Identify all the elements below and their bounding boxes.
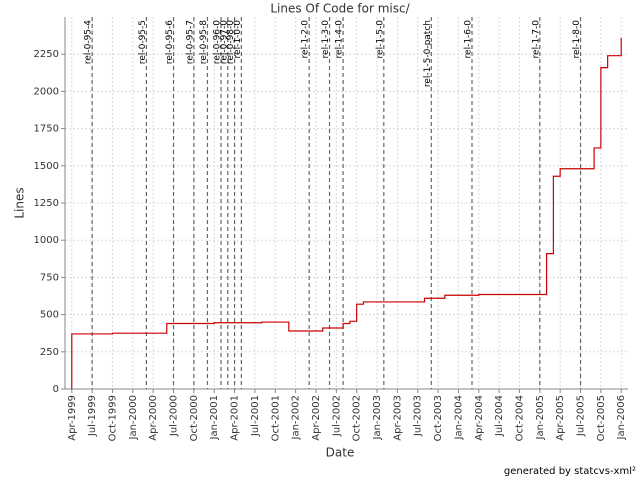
x-axis-label: Date <box>326 446 355 460</box>
release-label: rel-1-5-0 <box>375 20 385 59</box>
x-tick-label: Jan-2005 <box>535 395 546 440</box>
x-tick-label: Jan-2003 <box>372 395 383 440</box>
x-tick-label: Oct-2005 <box>596 395 607 441</box>
x-tick-label: Oct-2000 <box>189 395 200 441</box>
step-line <box>71 37 622 389</box>
x-tick-label: Jul-1999 <box>87 395 98 437</box>
release-label: rel-1-6-0 <box>463 20 473 59</box>
y-axis-label: Lines <box>13 187 27 218</box>
x-tick-label: Jan-2002 <box>291 395 302 440</box>
y-tick-label: 1500 <box>34 161 59 172</box>
x-tick-label: Apr-1999 <box>67 395 78 441</box>
y-tick-label: 0 <box>53 384 59 395</box>
release-label: rel-0-95-6 <box>165 20 175 64</box>
y-tick-label: 500 <box>40 310 59 321</box>
x-tick-label: Apr-2001 <box>230 395 241 441</box>
x-tick-label: Jul-2001 <box>250 395 261 437</box>
y-tick-label: 1250 <box>34 198 59 209</box>
chart-title: Lines Of Code for misc/ <box>270 2 410 16</box>
release-label: rel-0-95-8 <box>199 20 209 64</box>
x-tick-label: Oct-2002 <box>352 395 363 441</box>
x-tick-label: Jan-2006 <box>616 395 627 440</box>
x-tick-label: Jul-2005 <box>576 395 587 437</box>
x-tick-label: Oct-2001 <box>270 395 281 441</box>
x-tick-label: Apr-2000 <box>148 395 159 441</box>
x-tick-label: Jan-2000 <box>128 395 139 440</box>
release-label: rel-1-4-0 <box>335 20 345 59</box>
y-tick-label: 2000 <box>34 86 59 97</box>
release-label: rel-0-95-7 <box>185 20 195 64</box>
release-label: rel-0-98-0 <box>226 20 236 64</box>
x-tick-label: Jan-2004 <box>453 395 464 440</box>
release-label: rel-1-2-0 <box>301 20 311 59</box>
x-tick-label: Apr-2005 <box>555 395 566 441</box>
x-tick-label: Jul-2002 <box>331 395 342 437</box>
y-tick-label: 1750 <box>34 124 59 135</box>
x-tick-label: Apr-2002 <box>311 395 322 441</box>
x-tick-label: Jan-2001 <box>209 395 220 440</box>
release-label: rel-0-97-0 <box>219 20 229 64</box>
x-tick-label: Apr-2003 <box>392 395 403 441</box>
release-label: rel-1-8-0 <box>572 20 582 59</box>
release-label: rel-0-95-4 <box>84 20 94 64</box>
x-tick-label: Oct-1999 <box>107 395 118 441</box>
release-label: rel-1-5-0-patch <box>423 20 433 87</box>
x-tick-label: Jul-2004 <box>494 395 505 437</box>
y-tick-label: 250 <box>40 347 59 358</box>
release-label: rel-1-0-0 <box>233 20 243 59</box>
credit: generated by statcvs-xml² <box>504 466 636 477</box>
release-label: rel-0-95-5 <box>138 20 148 64</box>
release-label: rel-1-7-0 <box>531 20 541 59</box>
x-tick-label: Oct-2004 <box>514 395 525 441</box>
y-tick-label: 2250 <box>34 49 59 60</box>
x-tick-label: Apr-2004 <box>474 395 485 441</box>
x-tick-label: Oct-2003 <box>433 395 444 441</box>
y-tick-label: 1000 <box>34 235 59 246</box>
x-tick-label: Jul-2003 <box>413 395 424 437</box>
release-label: rel-0-96-0 <box>213 20 223 64</box>
x-tick-label: Jul-2000 <box>169 395 180 437</box>
y-tick-label: 750 <box>40 272 59 283</box>
release-label: rel-1-3-0 <box>321 20 331 59</box>
